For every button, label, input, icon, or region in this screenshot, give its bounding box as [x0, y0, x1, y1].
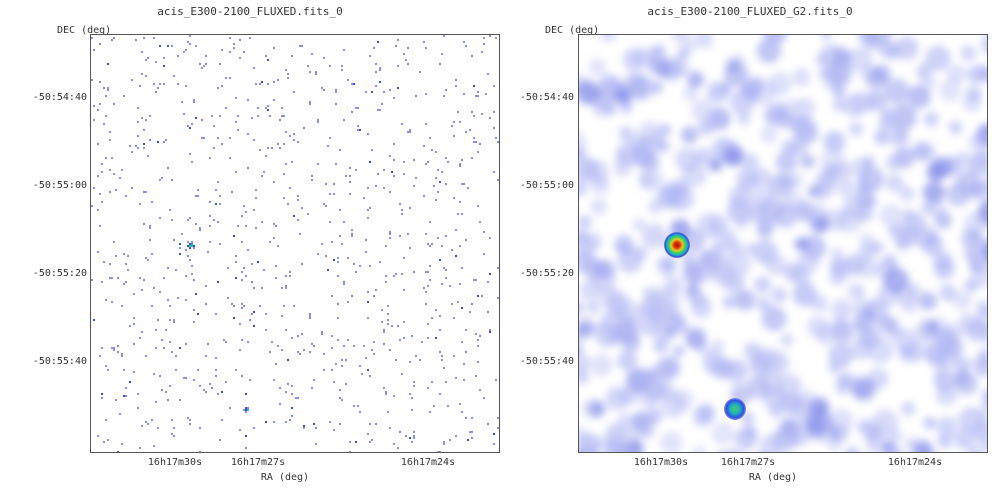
source-2-smoothed — [724, 398, 746, 420]
right-ytick-3: -50:55:20 — [519, 268, 574, 279]
left-xtick-3: 16h17m24s — [400, 457, 456, 468]
left-ytick-1: -50:54:40 — [32, 92, 87, 103]
left-y-axis-label: DEC (deg) — [57, 25, 112, 36]
right-ytick-4: -50:55:40 — [519, 356, 574, 367]
right-xtick-1: 16h17m30s — [633, 457, 689, 468]
right-ytick-2: -50:55:00 — [519, 180, 574, 191]
left-ytick-2: -50:55:00 — [32, 180, 87, 191]
left-xtick-1: 16h17m30s — [147, 457, 203, 468]
left-panel-title: acis_E300-2100_FLUXED.fits_0 — [157, 5, 343, 18]
left-ytick-4: -50:55:40 — [32, 356, 87, 367]
left-ytick-3: -50:55:20 — [32, 268, 87, 279]
left-image-svg — [91, 35, 499, 452]
right-ytick-1: -50:54:40 — [519, 92, 574, 103]
smoothed-background — [579, 35, 987, 452]
right-image-panel: acis_E300-2100_FLUXED_G2.fits_0 DEC (deg… — [500, 0, 1000, 490]
left-xtick-2: 16h17m27s — [230, 457, 286, 468]
left-image-canvas[interactable] — [90, 34, 500, 453]
source-1-raw — [187, 241, 195, 249]
source-2-raw — [243, 407, 249, 413]
left-image-panel: acis_E300-2100_FLUXED.fits_0 DEC (deg) -… — [32, 5, 500, 483]
right-xtick-2: 16h17m27s — [720, 457, 776, 468]
source-1-smoothed — [664, 232, 690, 258]
right-xtick-3: 16h17m24s — [887, 457, 943, 468]
right-image-svg — [579, 35, 987, 452]
raw-count-pixels — [91, 35, 499, 452]
right-y-axis-label: DEC (deg) — [545, 25, 600, 36]
right-panel-title: acis_E300-2100_FLUXED_G2.fits_0 — [647, 5, 853, 18]
right-x-axis-label: RA (deg) — [748, 472, 798, 483]
left-x-axis-label: RA (deg) — [260, 472, 310, 483]
right-image-canvas[interactable] — [578, 34, 988, 453]
